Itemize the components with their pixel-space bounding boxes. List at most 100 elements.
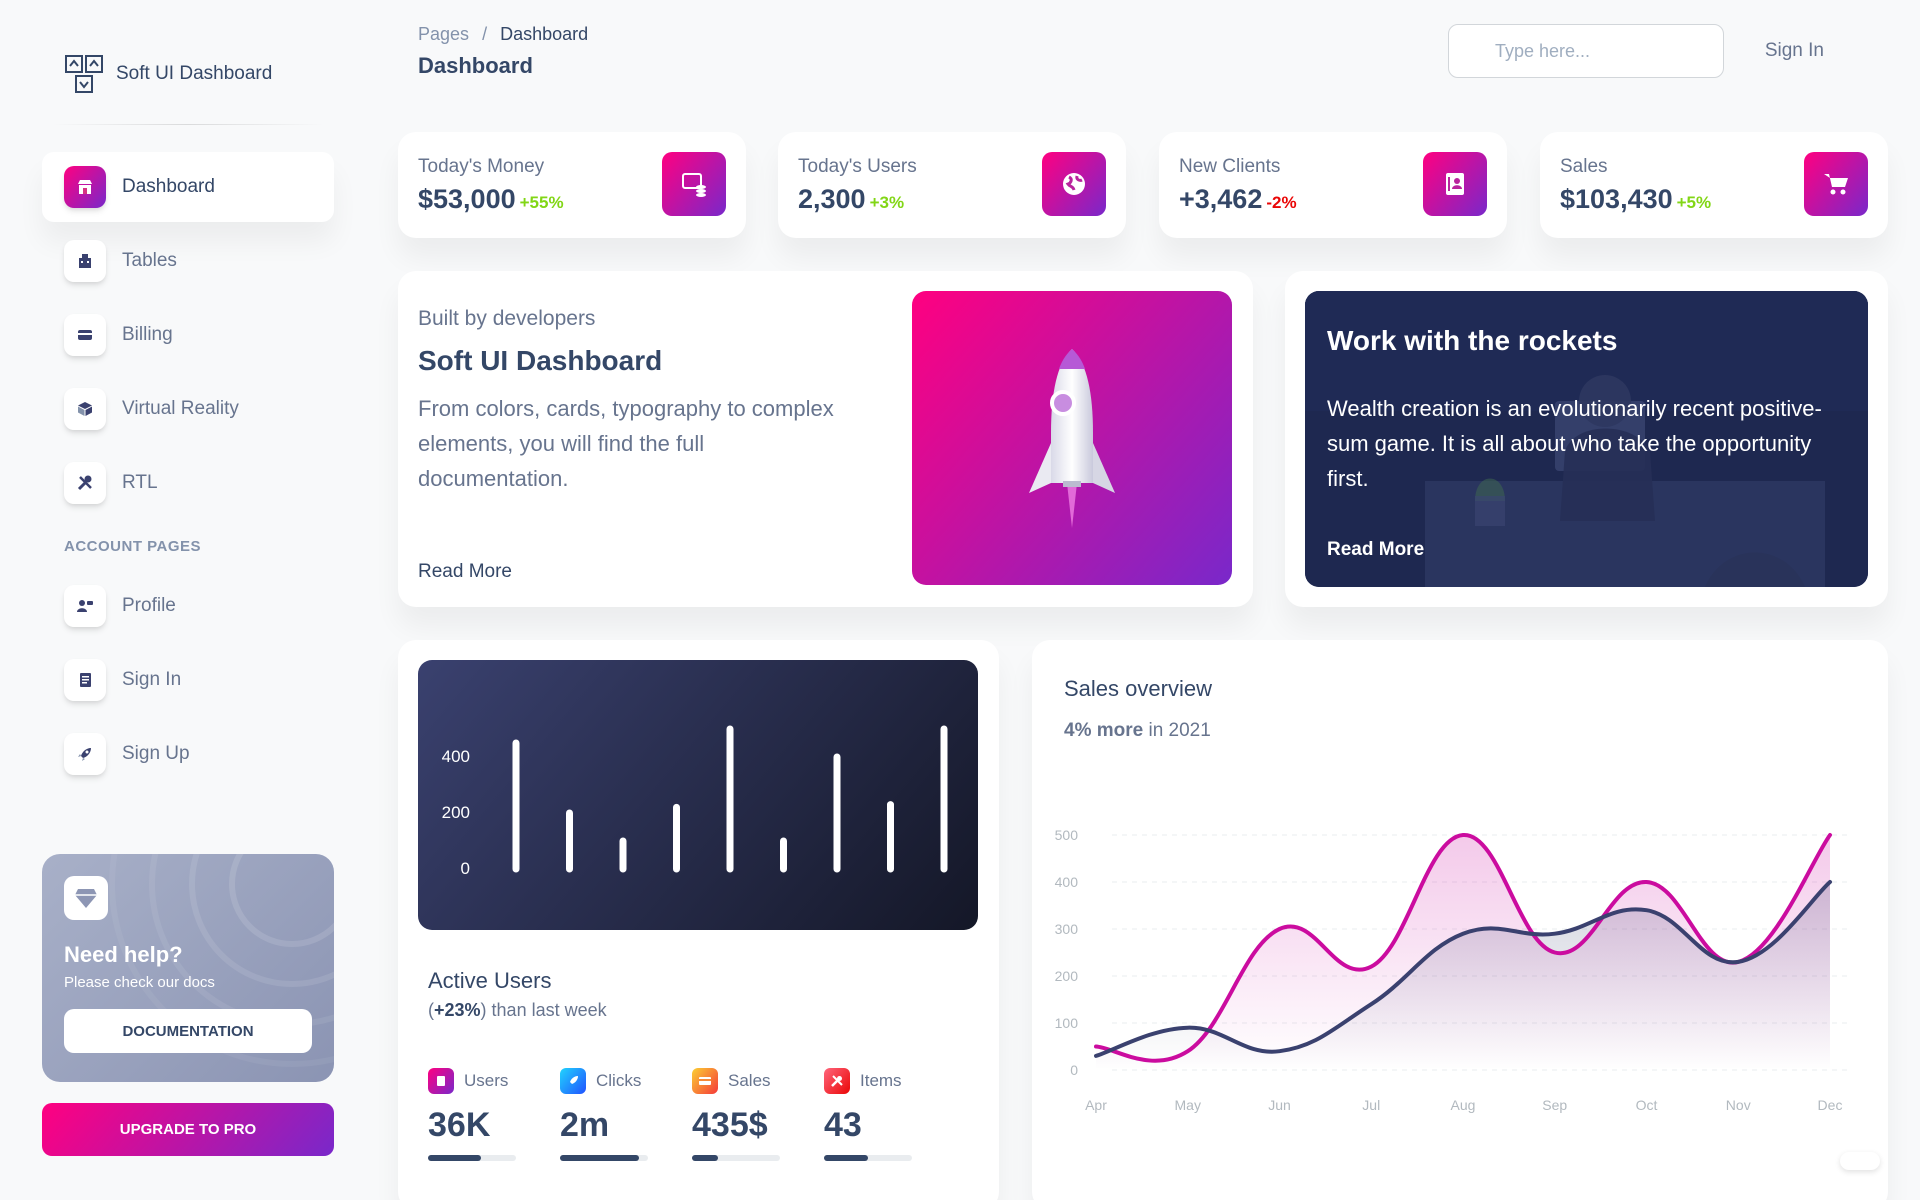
sidebar-item-label: Sign In bbox=[122, 669, 182, 690]
divider bbox=[52, 124, 324, 125]
card-subtitle: 4% more in 2021 bbox=[1064, 720, 1211, 741]
progress-fill bbox=[428, 1155, 481, 1161]
sidebar-item-sign-up[interactable]: Sign Up bbox=[42, 719, 334, 789]
sales-line-chart: 0 100 200 300 400 500 Apr May Jun Jul Aug Sep Oct Nov… bbox=[1055, 827, 1852, 1113]
search-input[interactable] bbox=[1448, 24, 1724, 78]
x-tick-label: Dec bbox=[1818, 1097, 1843, 1113]
card-title: Sales overview bbox=[1064, 676, 1212, 701]
active-users-metrics: Users 36K Clicks 2m Sales 435$ Items bbox=[428, 1068, 956, 1161]
shop-icon bbox=[64, 166, 106, 208]
x-tick-label: Jul bbox=[1362, 1097, 1380, 1113]
sidebar-item-label: Profile bbox=[122, 595, 176, 616]
sidebar-item-profile[interactable]: Profile bbox=[42, 571, 334, 641]
stat-change: +55% bbox=[519, 193, 564, 212]
box-3d-icon bbox=[64, 388, 106, 430]
stat-label: Today's Users bbox=[798, 156, 917, 177]
y-tick-label: 200 bbox=[442, 803, 470, 822]
metric-value: 43 bbox=[824, 1106, 862, 1144]
sidebar-item-rtl[interactable]: RTL bbox=[42, 448, 334, 518]
read-more-link[interactable]: Read More bbox=[1327, 539, 1425, 560]
metric-label: Users bbox=[464, 1071, 509, 1090]
x-tick-label: Sep bbox=[1542, 1097, 1567, 1113]
metric-items: Items 43 bbox=[824, 1068, 956, 1161]
breadcrumb: Pages / Dashboard bbox=[418, 24, 1880, 45]
office-icon bbox=[64, 240, 106, 282]
stat-change: +5% bbox=[1676, 193, 1712, 212]
card-title: Soft UI Dashboard bbox=[418, 345, 663, 376]
card-text: From colors, cards, typography to comple… bbox=[418, 396, 834, 491]
sign-in-link[interactable]: Sign In bbox=[1764, 40, 1824, 61]
sidebar-item-virtual-reality[interactable]: Virtual Reality bbox=[42, 374, 334, 444]
users-icon bbox=[428, 1068, 454, 1094]
progress-fill bbox=[824, 1155, 868, 1161]
sidebar-item-label: Virtual Reality bbox=[122, 398, 239, 419]
sidebar-item-billing[interactable]: Billing bbox=[42, 300, 334, 370]
metric-value: 2m bbox=[560, 1106, 610, 1144]
credit-card-icon bbox=[64, 314, 106, 356]
metric-value: 435$ bbox=[692, 1106, 768, 1144]
sidebar-item-label: Dashboard bbox=[122, 176, 215, 197]
metric-label: Sales bbox=[728, 1071, 771, 1090]
documentation-button[interactable]: DOCUMENTATION bbox=[64, 1009, 312, 1053]
y-tick-label: 0 bbox=[461, 859, 470, 878]
sidebar: Soft UI Dashboard Dashboard Tables Billi… bbox=[42, 0, 334, 1200]
logo-icon bbox=[65, 55, 103, 93]
sidebar-nav: Dashboard Tables Billing Virtual Reality… bbox=[42, 152, 334, 793]
stat-value: +3,462 -2% bbox=[1179, 184, 1297, 214]
help-subtitle: Please check our docs bbox=[64, 974, 215, 991]
metric-label: Items bbox=[860, 1071, 902, 1090]
progress-bar bbox=[692, 1155, 780, 1161]
read-more-link[interactable]: Read More bbox=[418, 561, 512, 582]
brand[interactable]: Soft UI Dashboard bbox=[64, 54, 272, 94]
y-tick-label: 500 bbox=[1055, 827, 1079, 843]
settings-tools-icon bbox=[64, 462, 106, 504]
work-with-rockets-card: Work with the rockets Wealth creation is… bbox=[1285, 271, 1888, 607]
breadcrumb-root[interactable]: Pages bbox=[418, 24, 470, 44]
active-users-bar-chart: 0 200 400 bbox=[418, 660, 978, 930]
sidebar-item-tables[interactable]: Tables bbox=[42, 226, 334, 296]
card-subtitle: (+23%) than last week bbox=[428, 1000, 607, 1020]
card-title: Work with the rockets bbox=[1327, 325, 1618, 356]
series-line bbox=[1094, 880, 1832, 1058]
card-text: Wealth creation is an evolutionarily rec… bbox=[1327, 396, 1822, 491]
x-tick-label: Oct bbox=[1636, 1097, 1658, 1113]
card-kicker: Built by developers bbox=[418, 307, 596, 330]
document-icon bbox=[64, 659, 106, 701]
progress-fill bbox=[692, 1155, 719, 1161]
diamond-icon bbox=[64, 876, 108, 920]
rocket-icon bbox=[560, 1068, 586, 1094]
built-by-developers-card: Built by developers Soft UI Dashboard Fr… bbox=[398, 271, 1253, 607]
stat-card-money: Today's Money $53,000 +55% bbox=[398, 132, 746, 238]
breadcrumb-separator: / bbox=[482, 24, 488, 44]
stat-card-clients: New Clients +3,462 -2% bbox=[1159, 132, 1507, 238]
sidebar-item-sign-in[interactable]: Sign In bbox=[42, 645, 334, 715]
stat-label: Sales bbox=[1560, 156, 1608, 177]
scroll-toggle[interactable] bbox=[1840, 1152, 1880, 1170]
x-tick-label: Apr bbox=[1085, 1097, 1107, 1113]
metric-label: Clicks bbox=[596, 1071, 642, 1090]
active-users-card: 0 200 400 Active Users (+23%) than last we… bbox=[398, 640, 999, 1200]
stat-change: +3% bbox=[869, 193, 905, 212]
sidebar-item-label: Billing bbox=[122, 324, 173, 345]
upgrade-to-pro-button[interactable]: UPGRADE TO PRO bbox=[42, 1103, 334, 1156]
sidebar-item-label: RTL bbox=[122, 472, 158, 493]
metric-value: 36K bbox=[428, 1106, 491, 1144]
progress-bar bbox=[428, 1155, 516, 1161]
background-photo bbox=[1305, 291, 1868, 587]
stat-value: 2,300 +3% bbox=[798, 184, 905, 214]
x-tick-label: Nov bbox=[1726, 1097, 1751, 1113]
document-icon bbox=[1423, 152, 1487, 216]
sidebar-item-dashboard[interactable]: Dashboard bbox=[42, 152, 334, 222]
progress-fill bbox=[560, 1155, 640, 1161]
sales-overview-card: Sales overview 4% more in 2021 0 100 200 30… bbox=[1032, 640, 1888, 1200]
customer-support-icon bbox=[64, 585, 106, 627]
rockets-banner: Work with the rockets Wealth creation is… bbox=[1305, 291, 1868, 587]
globe-icon bbox=[1042, 152, 1106, 216]
sidebar-item-label: Sign Up bbox=[122, 743, 190, 764]
sidebar-item-label: Tables bbox=[122, 250, 177, 271]
stat-card-users: Today's Users 2,300 +3% bbox=[778, 132, 1126, 238]
series-line bbox=[1094, 832, 1832, 1063]
y-tick-label: 0 bbox=[1070, 1062, 1078, 1078]
progress-bar bbox=[824, 1155, 912, 1161]
stat-value: $53,000 +55% bbox=[418, 184, 564, 214]
